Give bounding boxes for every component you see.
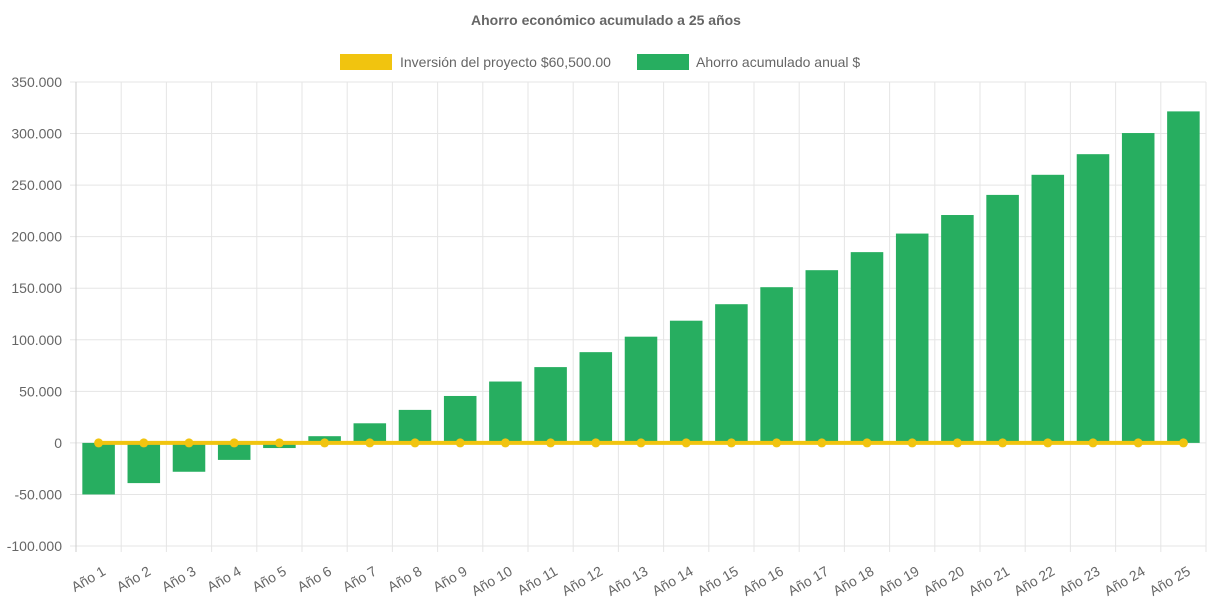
point-inversion[interactable] — [1133, 438, 1143, 448]
y-axis: 350.000 300.000 250.000 200.000 150.000 100.0… — [7, 74, 62, 554]
point-inversion[interactable] — [998, 438, 1008, 448]
x-tick-label: Año 25 — [1146, 563, 1193, 599]
point-inversion[interactable] — [772, 438, 782, 448]
point-inversion[interactable] — [139, 438, 149, 448]
x-tick-label: Año 23 — [1056, 563, 1103, 599]
point-inversion[interactable] — [591, 438, 601, 448]
legend-item-inversion[interactable]: Inversión del proyecto $60,500.00 — [340, 54, 611, 70]
bar-ahorro[interactable] — [398, 409, 432, 443]
bar-ahorro[interactable] — [1121, 133, 1155, 443]
point-inversion[interactable] — [500, 438, 510, 448]
x-tick-label: Año 12 — [559, 563, 606, 599]
x-tick-label: Año 16 — [740, 563, 787, 599]
bar-ahorro[interactable] — [805, 270, 839, 443]
bar-ahorro[interactable] — [353, 423, 387, 443]
bar-ahorro[interactable] — [986, 194, 1019, 443]
x-tick-label: Año 3 — [159, 563, 199, 595]
bar-ahorro[interactable] — [1031, 174, 1065, 443]
bar-ahorro[interactable] — [217, 442, 251, 460]
x-tick-label: Año 19 — [875, 563, 922, 599]
point-inversion[interactable] — [681, 438, 691, 448]
x-tick-label: Año 17 — [785, 563, 832, 599]
x-tick-label: Año 1 — [68, 563, 108, 595]
y-tick-label: 0 — [54, 435, 62, 451]
point-inversion[interactable] — [726, 438, 736, 448]
x-tick-label: Año 6 — [294, 563, 334, 595]
point-inversion[interactable] — [546, 438, 556, 448]
point-inversion[interactable] — [952, 438, 962, 448]
x-tick-label: Año 11 — [515, 563, 561, 599]
legend-swatch-ahorro — [637, 54, 689, 70]
bar-ahorro[interactable] — [1076, 154, 1110, 443]
x-tick-label: Año 18 — [830, 563, 877, 599]
x-tick-label: Año 22 — [1011, 563, 1058, 599]
y-tick-label: -50.000 — [15, 486, 63, 502]
bar-ahorro[interactable] — [760, 287, 793, 443]
x-tick-label: Año 10 — [468, 563, 515, 599]
investment-line — [94, 438, 1188, 448]
y-tick-label: 100.000 — [11, 332, 62, 348]
legend-label-inversion: Inversión del proyecto $60,500.00 — [400, 54, 611, 70]
bar-ahorro[interactable] — [624, 336, 658, 443]
point-inversion[interactable] — [229, 438, 239, 448]
y-tick-label: 300.000 — [11, 126, 62, 142]
x-tick-label: Año 20 — [920, 563, 967, 599]
bar-ahorro[interactable] — [443, 395, 477, 443]
y-tick-label: 50.000 — [19, 383, 62, 399]
bar-ahorro[interactable] — [1167, 111, 1200, 443]
bars — [82, 111, 1200, 495]
x-tick-label: Año 7 — [340, 563, 380, 595]
bar-ahorro[interactable] — [850, 252, 884, 443]
x-tick-label: Año 13 — [604, 563, 651, 599]
chart-title: Ahorro económico acumulado a 25 años — [471, 12, 741, 28]
point-inversion[interactable] — [94, 438, 104, 448]
bar-ahorro[interactable] — [172, 442, 206, 472]
point-inversion[interactable] — [817, 438, 827, 448]
point-inversion[interactable] — [907, 438, 917, 448]
bar-ahorro[interactable] — [534, 367, 567, 443]
point-inversion[interactable] — [1178, 438, 1188, 448]
grid — [70, 81, 1207, 552]
x-tick-label: Año 5 — [249, 563, 289, 595]
point-inversion[interactable] — [1043, 438, 1053, 448]
point-inversion[interactable] — [320, 438, 330, 448]
x-tick-label: Año 15 — [694, 563, 741, 599]
bar-ahorro[interactable] — [941, 215, 974, 443]
legend-item-ahorro[interactable]: Ahorro acumulado anual $ — [637, 54, 860, 70]
point-inversion[interactable] — [365, 438, 375, 448]
bar-ahorro[interactable] — [715, 304, 748, 443]
x-tick-label: Año 21 — [966, 563, 1013, 599]
y-tick-label: 250.000 — [11, 177, 62, 193]
bar-ahorro[interactable] — [489, 381, 522, 443]
bar-ahorro[interactable] — [579, 352, 613, 443]
x-tick-label: Año 4 — [204, 563, 244, 595]
y-tick-label: 350.000 — [11, 74, 62, 90]
point-inversion[interactable] — [636, 438, 646, 448]
point-inversion[interactable] — [862, 438, 872, 448]
point-inversion[interactable] — [1088, 438, 1098, 448]
x-tick-label: Año 2 — [114, 563, 154, 595]
y-tick-label: 200.000 — [11, 229, 62, 245]
bar-ahorro[interactable] — [82, 442, 115, 495]
x-tick-label: Año 8 — [385, 563, 425, 595]
point-inversion[interactable] — [274, 438, 284, 448]
bar-ahorro[interactable] — [895, 233, 929, 443]
x-tick-label: Año 24 — [1101, 563, 1148, 599]
bar-ahorro[interactable] — [127, 442, 161, 484]
point-inversion[interactable] — [410, 438, 420, 448]
legend: Inversión del proyecto $60,500.00 Ahorro… — [340, 54, 860, 70]
point-inversion[interactable] — [184, 438, 194, 448]
bar-ahorro[interactable] — [669, 320, 703, 443]
legend-label-ahorro: Ahorro acumulado anual $ — [696, 54, 860, 70]
x-tick-label: Año 14 — [649, 563, 696, 599]
x-axis: Año 1 Año 2 Año 3 Año 4 Año 5 Año 6 Año 7 Año 8… — [68, 563, 1193, 599]
point-inversion[interactable] — [455, 438, 465, 448]
legend-swatch-inversion — [340, 54, 392, 70]
y-tick-label: -100.000 — [7, 538, 62, 554]
y-tick-label: 150.000 — [11, 280, 62, 296]
x-tick-label: Año 9 — [430, 563, 470, 595]
